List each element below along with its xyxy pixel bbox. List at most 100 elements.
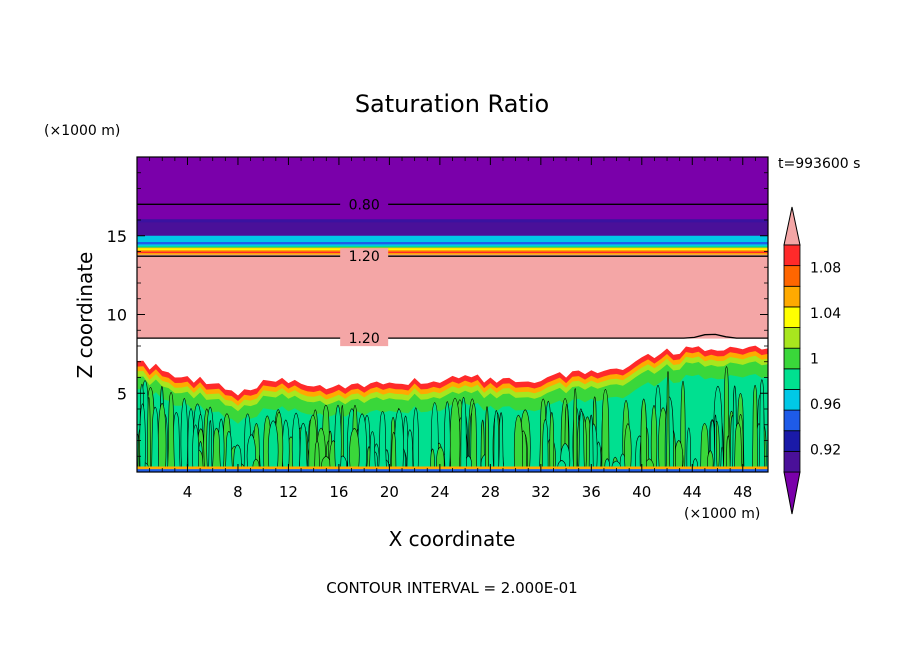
cloud-plume <box>436 446 445 470</box>
colorbar-tick-label: 1.04 <box>810 306 841 322</box>
contour-label-bg <box>340 330 389 347</box>
x-tick-label: 36 <box>582 483 601 501</box>
cloud-plume <box>167 392 175 470</box>
cloud-plume <box>601 389 610 470</box>
colorbar-segment <box>783 368 801 390</box>
cloud-plume <box>157 402 167 470</box>
cloud-plume <box>430 448 435 470</box>
colorbar-tick-label: 1.08 <box>810 261 841 277</box>
cloud-plume <box>578 410 585 470</box>
cloud-plume <box>349 427 360 470</box>
plot-area: 0.80 1.20 1.20 <box>137 157 768 472</box>
cloud-plume <box>449 397 461 470</box>
cloud-plume <box>146 396 152 470</box>
contour-lines: 0.80 1.20 1.20 <box>137 196 768 347</box>
colorbar-segment <box>783 409 801 432</box>
x-tick-label: 24 <box>430 483 449 501</box>
cloud-plume <box>513 414 523 470</box>
cloud-plume <box>334 404 342 470</box>
contour-label: 0.80 <box>349 197 380 213</box>
x-tick-label: 16 <box>329 483 348 501</box>
x-axis-label: X coordinate <box>389 527 516 551</box>
colorbar-segment <box>783 389 801 411</box>
layer-detail-1 <box>137 242 768 245</box>
cloud-plume <box>484 406 490 470</box>
cloud-plume <box>493 410 500 470</box>
layer-band-4 <box>137 254 768 339</box>
colorbar-segment <box>783 430 801 452</box>
cloud-plume <box>573 388 578 470</box>
layer-detail-5 <box>137 249 768 252</box>
cloud-plume <box>378 411 387 470</box>
x-tick-label: 8 <box>233 483 243 501</box>
cloud-plume <box>549 411 555 470</box>
y-tick-label: 10 <box>107 306 127 325</box>
cloud-plume <box>212 427 221 470</box>
cloud-plume <box>314 440 321 470</box>
layer-detail-3 <box>137 245 768 248</box>
cloud-plume <box>624 423 632 470</box>
x-tick-label: 48 <box>733 483 752 501</box>
cloud-plume <box>232 444 243 470</box>
cloud-plume <box>267 420 279 470</box>
x-tick-label: 12 <box>279 483 298 501</box>
cloud-plume <box>707 450 714 470</box>
cloud-plume <box>470 403 478 470</box>
x-tick-label: 40 <box>632 483 651 501</box>
colorbar-segment <box>783 265 801 287</box>
cloud-plume <box>180 398 188 470</box>
layer-band-2 <box>137 235 768 248</box>
colorbar-segment <box>783 450 801 473</box>
x-tick-label: 44 <box>683 483 702 501</box>
colorbar-segment <box>783 244 801 267</box>
colorbar-segment <box>783 306 801 328</box>
contour-label-bg <box>340 196 389 213</box>
contour-interval-footer: CONTOUR INTERVAL = 2.000E-01 <box>326 579 577 597</box>
layer-detail-2 <box>137 244 768 246</box>
cloud-plume <box>498 412 504 470</box>
cloud-plume <box>192 424 199 470</box>
cloud-plume <box>588 414 594 470</box>
y-tick-label: 15 <box>107 227 127 246</box>
y-axis-label: Z coordinate <box>73 252 97 379</box>
cloud-plume <box>758 379 766 470</box>
x-unit-label: (×1000 m) <box>684 506 760 522</box>
cloud-plume <box>282 419 290 470</box>
cloud-plume <box>751 384 759 470</box>
cloud-plume <box>406 429 414 470</box>
y-axis-ticks: 5 10 15 <box>107 172 768 457</box>
x-axis-ticks: 4 8 12 16 20 24 28 32 36 40 44 48 <box>149 157 756 501</box>
chart-title: Saturation Ratio <box>355 90 549 118</box>
cloud-plume <box>686 427 691 470</box>
contour-label-bg <box>340 248 389 265</box>
cloud-plume <box>640 398 647 470</box>
layer-detail-6 <box>137 251 768 254</box>
x-tick-label: 28 <box>481 483 500 501</box>
cloud-plume <box>412 407 419 470</box>
y-tick-label: 5 <box>117 384 127 403</box>
colorbar-segment <box>783 347 801 370</box>
y-unit-label: (×1000 m) <box>44 123 120 139</box>
cloud-plume <box>208 420 213 470</box>
cloud-plume <box>460 396 467 470</box>
cloud-plume <box>650 405 658 470</box>
layer-detail-4 <box>137 248 768 250</box>
time-label: t=993600 s <box>778 156 860 172</box>
cloud-plume <box>720 446 725 470</box>
contour-label: 1.20 <box>349 331 380 347</box>
x-tick-label: 4 <box>183 483 193 501</box>
layers-group <box>137 157 768 339</box>
x-tick-label: 32 <box>531 483 550 501</box>
contour-line <box>137 333 768 339</box>
colorbar-tick-label: 0.92 <box>810 442 841 458</box>
cloud-plume <box>151 406 160 470</box>
colorbar-segment <box>783 327 801 349</box>
cloud-plume <box>713 414 718 470</box>
colorbar-over-arrow <box>783 206 801 246</box>
layer-band-0 <box>137 157 768 223</box>
cloud-plume <box>444 401 451 470</box>
cloud-plume <box>368 431 376 470</box>
cloud-plume <box>542 419 549 470</box>
colorbar-segment <box>783 285 801 308</box>
